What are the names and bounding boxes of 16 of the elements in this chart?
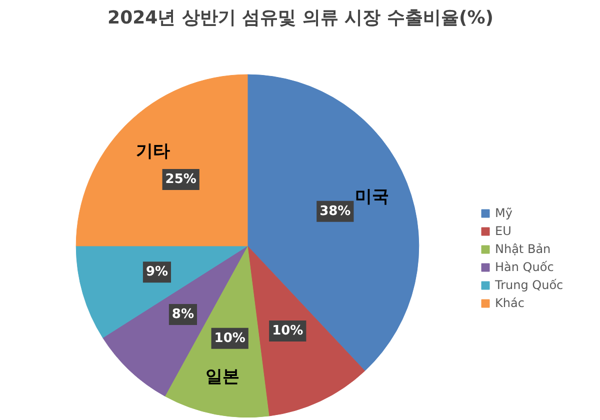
data-label: 38%	[320, 204, 351, 219]
data-label: 9%	[146, 264, 168, 280]
data-label: 10%	[272, 324, 304, 339]
data-label: 10%	[214, 330, 246, 346]
text: 미국	[354, 186, 389, 207]
legend-label: Khác	[495, 296, 524, 310]
legend-label: Trung Quốc	[495, 278, 564, 292]
text: 기타	[136, 142, 170, 162]
legend-label: Nhật Bản	[495, 242, 551, 256]
data-label: 8%	[172, 306, 194, 322]
legend-label: Hàn Quốc	[495, 260, 554, 274]
text: 일본	[205, 366, 240, 387]
legend-label: Mỹ	[495, 206, 514, 220]
legend-label: EU	[495, 224, 512, 238]
data-label: 25%	[165, 172, 196, 187]
chart-title: 2024년 상반기 섬유및 의류 시장 수출비율(%)	[108, 8, 494, 28]
